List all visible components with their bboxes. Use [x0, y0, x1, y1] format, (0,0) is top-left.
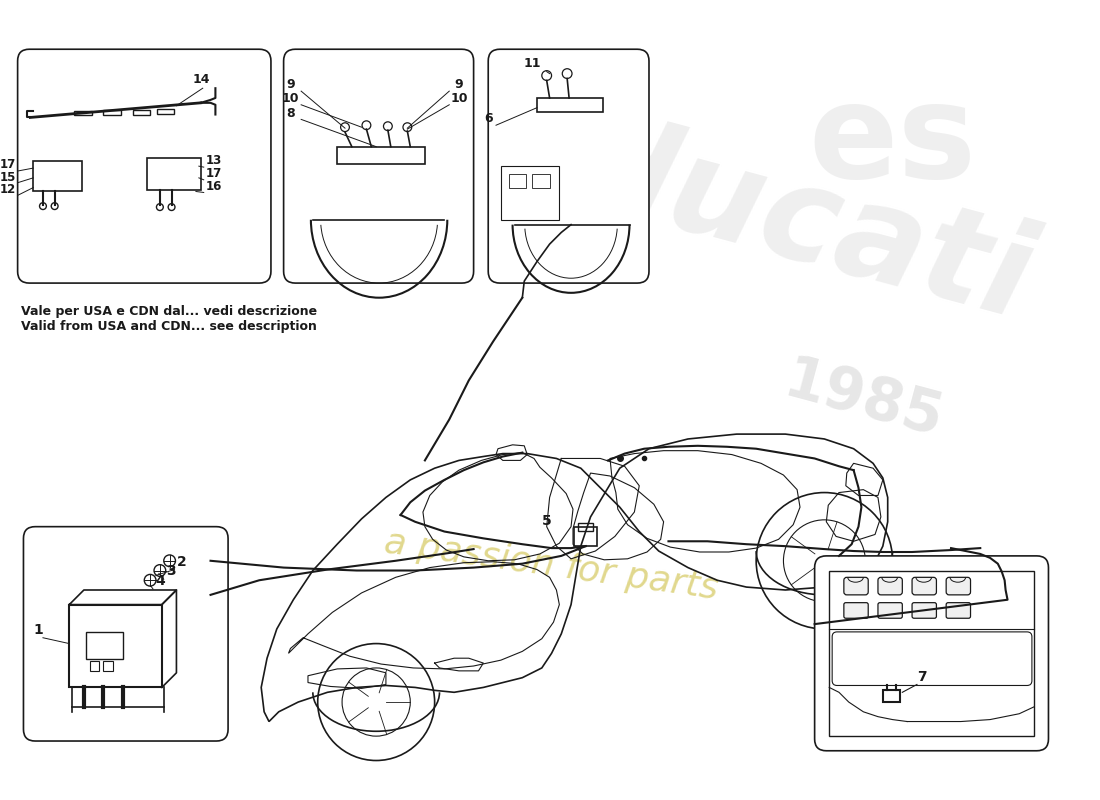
FancyBboxPatch shape: [878, 578, 902, 595]
Text: 13: 13: [206, 154, 222, 167]
FancyBboxPatch shape: [488, 50, 649, 283]
Bar: [33, 162, 81, 190]
Text: a passion for parts: a passion for parts: [383, 526, 720, 606]
Text: Vale per USA e CDN dal... vedi descrizione: Vale per USA e CDN dal... vedi descrizio…: [21, 305, 317, 318]
Bar: [500, 166, 560, 220]
Bar: [69, 605, 162, 687]
FancyBboxPatch shape: [844, 602, 868, 618]
Bar: [532, 174, 550, 187]
Text: 11: 11: [524, 57, 541, 70]
Text: 10: 10: [282, 92, 299, 105]
Text: ducati: ducati: [564, 103, 1045, 346]
Text: 1: 1: [33, 623, 43, 637]
Bar: [103, 661, 113, 671]
FancyBboxPatch shape: [946, 602, 970, 618]
Bar: [74, 110, 91, 115]
FancyBboxPatch shape: [912, 578, 936, 595]
Bar: [883, 690, 901, 702]
Bar: [578, 522, 594, 530]
Bar: [574, 526, 597, 546]
Bar: [90, 661, 99, 671]
Text: 10: 10: [450, 92, 468, 105]
Bar: [829, 570, 1034, 736]
Text: es: es: [808, 78, 977, 206]
Bar: [338, 146, 425, 164]
Text: 14: 14: [192, 74, 210, 86]
FancyBboxPatch shape: [284, 50, 474, 283]
Bar: [133, 110, 150, 114]
FancyBboxPatch shape: [946, 578, 970, 595]
Text: 8: 8: [286, 107, 295, 121]
Text: 2: 2: [176, 554, 186, 569]
Text: 3: 3: [166, 564, 175, 578]
Text: 9: 9: [286, 78, 295, 91]
FancyBboxPatch shape: [23, 526, 228, 741]
Text: 15: 15: [0, 170, 15, 184]
Text: 6: 6: [484, 112, 493, 126]
Text: 17: 17: [206, 167, 222, 180]
Bar: [157, 109, 175, 114]
Text: 17: 17: [0, 158, 15, 171]
Text: Valid from USA and CDN... see description: Valid from USA and CDN... see descriptio…: [21, 320, 317, 333]
Text: 5: 5: [542, 514, 551, 528]
FancyBboxPatch shape: [18, 50, 271, 283]
Text: 1985: 1985: [778, 351, 949, 449]
FancyBboxPatch shape: [912, 602, 936, 618]
FancyBboxPatch shape: [815, 556, 1048, 750]
FancyBboxPatch shape: [833, 632, 1032, 686]
Text: 12: 12: [0, 183, 15, 197]
Text: 7: 7: [917, 670, 926, 684]
FancyBboxPatch shape: [878, 602, 902, 618]
Text: 4: 4: [155, 574, 165, 588]
Bar: [86, 632, 123, 659]
Bar: [508, 174, 526, 187]
Text: 16: 16: [206, 179, 222, 193]
Bar: [147, 158, 201, 190]
FancyBboxPatch shape: [844, 578, 868, 595]
Bar: [537, 98, 603, 111]
Text: 9: 9: [454, 78, 463, 91]
Bar: [103, 110, 121, 115]
